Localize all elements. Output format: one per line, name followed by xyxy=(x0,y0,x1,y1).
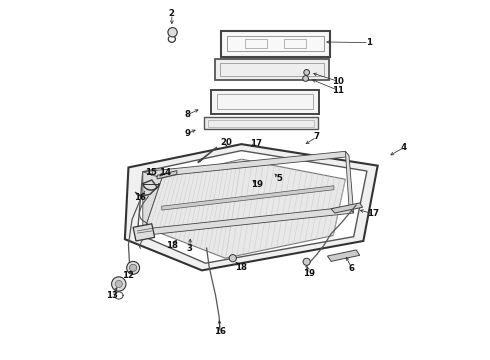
Polygon shape xyxy=(137,150,367,263)
Text: 10: 10 xyxy=(332,77,344,86)
Polygon shape xyxy=(143,207,354,235)
Text: 2: 2 xyxy=(169,9,175,18)
Polygon shape xyxy=(331,203,363,213)
Circle shape xyxy=(168,28,177,37)
Text: 16: 16 xyxy=(214,327,226,336)
Polygon shape xyxy=(162,186,334,210)
Text: 16: 16 xyxy=(134,193,146,202)
Circle shape xyxy=(304,69,310,75)
Text: 13: 13 xyxy=(106,291,118,300)
Circle shape xyxy=(303,76,309,81)
Text: 1: 1 xyxy=(366,38,372,47)
Text: 4: 4 xyxy=(400,143,407,152)
Circle shape xyxy=(229,255,236,262)
Text: 7: 7 xyxy=(314,132,320,141)
Polygon shape xyxy=(143,172,162,229)
Circle shape xyxy=(129,264,137,271)
Polygon shape xyxy=(221,31,330,57)
Polygon shape xyxy=(345,151,354,213)
Text: 15: 15 xyxy=(145,168,157,177)
Polygon shape xyxy=(146,159,345,258)
Text: 14: 14 xyxy=(159,168,171,177)
Polygon shape xyxy=(211,90,318,114)
Text: 18: 18 xyxy=(166,242,178,251)
Polygon shape xyxy=(327,250,360,261)
Text: 19: 19 xyxy=(251,180,263,189)
Circle shape xyxy=(115,280,122,288)
Circle shape xyxy=(303,258,310,265)
Text: 11: 11 xyxy=(332,86,344,95)
Text: 12: 12 xyxy=(122,271,134,280)
Text: 19: 19 xyxy=(303,269,315,278)
Text: 6: 6 xyxy=(349,264,355,273)
Polygon shape xyxy=(143,151,349,178)
Polygon shape xyxy=(157,171,177,179)
Text: 17: 17 xyxy=(250,139,262,148)
Circle shape xyxy=(126,261,140,274)
Text: 20: 20 xyxy=(220,138,232,147)
Text: 17: 17 xyxy=(367,209,379,218)
Text: 5: 5 xyxy=(276,175,282,184)
Text: 18: 18 xyxy=(235,263,246,272)
Text: 3: 3 xyxy=(187,244,193,253)
Polygon shape xyxy=(133,224,155,241)
Circle shape xyxy=(112,277,126,291)
Polygon shape xyxy=(125,144,378,270)
Polygon shape xyxy=(215,59,329,80)
Text: 9: 9 xyxy=(185,129,191,138)
Text: 8: 8 xyxy=(185,110,191,119)
Polygon shape xyxy=(204,117,318,130)
